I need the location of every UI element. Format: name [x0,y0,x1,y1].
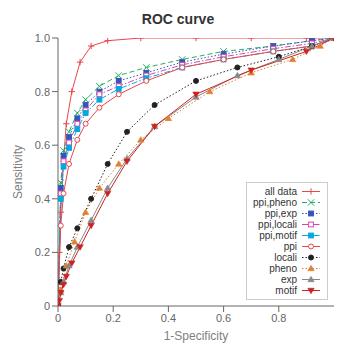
svg-text:0.4: 0.4 [161,312,176,324]
svg-text:1-Specificity: 1-Specificity [164,329,229,343]
html-text:ppi: ppi [283,241,297,252]
html-text:ppi,locali: ppi,locali [258,219,297,230]
svg-text:0.2: 0.2 [106,312,121,324]
svg-text:Sensitivity: Sensitivity [11,145,25,199]
html-text:ROC curve: ROC curve [141,11,215,27]
svg-text:0.6: 0.6 [216,312,231,324]
svg-text:0: 0 [55,312,61,324]
svg-text:1.0: 1.0 [35,32,50,44]
html-text:pheno: pheno [269,263,297,274]
svg-text:0.4: 0.4 [35,193,50,205]
html-text:ppi,exp: ppi,exp [264,208,297,219]
html-text:ppi,pheno: ppi,pheno [253,197,297,208]
html-text:motif: motif [275,285,297,296]
svg-text:0: 0 [44,300,50,312]
svg-text:0.6: 0.6 [35,139,50,151]
svg-text:0.2: 0.2 [35,246,50,258]
html-text:locali: locali [274,252,297,263]
svg-text:0.8: 0.8 [35,86,50,98]
html-text:all data: all data [264,186,297,197]
html-text:exp: exp [280,274,297,285]
svg-text:0.8: 0.8 [271,312,286,324]
html-text:ppi,motif: ppi,motif [259,230,297,241]
